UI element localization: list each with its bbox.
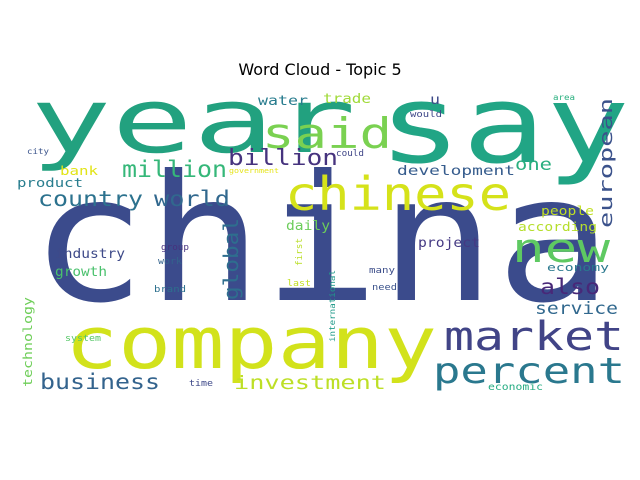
word-time: time bbox=[189, 379, 213, 389]
word-people: people bbox=[541, 204, 594, 218]
word-chinese: chinese bbox=[285, 167, 511, 221]
word-new: new bbox=[512, 226, 611, 272]
word-project: project bbox=[418, 236, 480, 251]
word-work: work bbox=[158, 257, 183, 267]
word-industry: industry bbox=[55, 247, 125, 262]
word-city: city bbox=[27, 147, 49, 156]
chart-title: Word Cloud - Topic 5 bbox=[238, 60, 402, 79]
word-economic: economic bbox=[488, 382, 543, 393]
word-would: would bbox=[410, 110, 442, 120]
word-business: business bbox=[40, 370, 160, 394]
word-area: area bbox=[553, 93, 575, 102]
word-international: international bbox=[328, 270, 337, 342]
word-trade: trade bbox=[323, 92, 371, 107]
word-brand: brand bbox=[154, 285, 186, 295]
word-system: system bbox=[65, 334, 101, 344]
word-growth: growth bbox=[55, 265, 107, 280]
word-world: world bbox=[154, 187, 230, 211]
word-say: say bbox=[378, 63, 630, 188]
word-service: service bbox=[535, 299, 618, 319]
word-billion: billion bbox=[228, 146, 338, 171]
word-economy: economy bbox=[547, 261, 610, 274]
word-investment: investment bbox=[234, 372, 386, 394]
word-government: government bbox=[229, 167, 279, 175]
word-company: company bbox=[65, 301, 437, 385]
word-group: group bbox=[161, 243, 189, 253]
word-bank: bank bbox=[60, 164, 99, 178]
word-also: also bbox=[540, 275, 600, 299]
word-daily: daily bbox=[286, 219, 330, 234]
word-water: water bbox=[258, 94, 308, 109]
word-first: first bbox=[295, 238, 305, 266]
word-market: market bbox=[444, 314, 624, 360]
word-need: need bbox=[372, 283, 397, 293]
word-according: according bbox=[518, 220, 597, 234]
word-product: product bbox=[17, 176, 83, 190]
word-could: could bbox=[336, 149, 364, 159]
word-development: development bbox=[397, 164, 515, 179]
word-country: country bbox=[38, 187, 143, 211]
word-global: global bbox=[219, 218, 243, 300]
word-million: million bbox=[122, 157, 227, 183]
word-u: u bbox=[430, 93, 440, 108]
word-european: european bbox=[596, 98, 617, 228]
word-china: china bbox=[30, 139, 612, 342]
word-percent: percent bbox=[433, 351, 625, 392]
word-technology: technology bbox=[21, 297, 35, 387]
word-said: said bbox=[262, 109, 392, 158]
word-last: last bbox=[287, 279, 311, 289]
word-many: many bbox=[369, 266, 396, 276]
word-one: one bbox=[515, 155, 552, 175]
word-year: year bbox=[30, 69, 356, 174]
